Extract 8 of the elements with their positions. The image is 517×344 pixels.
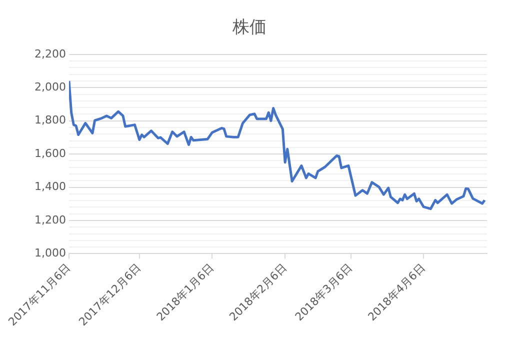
y-tick-label: 1,600	[34, 146, 66, 160]
chart-title: 株価	[232, 18, 266, 38]
y-tick-label: 2,200	[34, 47, 66, 60]
y-tick-label: 1,400	[34, 180, 66, 194]
y-tick-label: 1,800	[34, 114, 66, 127]
y-tick-label: 1,200	[34, 213, 66, 226]
y-tick-label: 2,000	[34, 80, 66, 94]
y-tick-label: 1,000	[34, 246, 66, 260]
